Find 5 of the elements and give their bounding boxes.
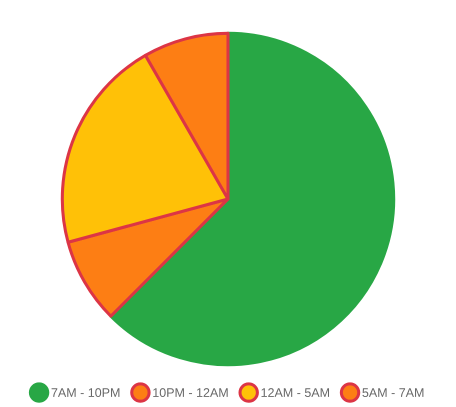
- legend-label: 7AM - 10PM: [52, 388, 120, 398]
- pie-slice: [109, 32, 396, 366]
- legend-label: 5AM - 7AM: [362, 388, 424, 398]
- legend-label: 10PM - 12AM: [153, 388, 228, 398]
- legend-label: 12AM - 5AM: [262, 388, 330, 398]
